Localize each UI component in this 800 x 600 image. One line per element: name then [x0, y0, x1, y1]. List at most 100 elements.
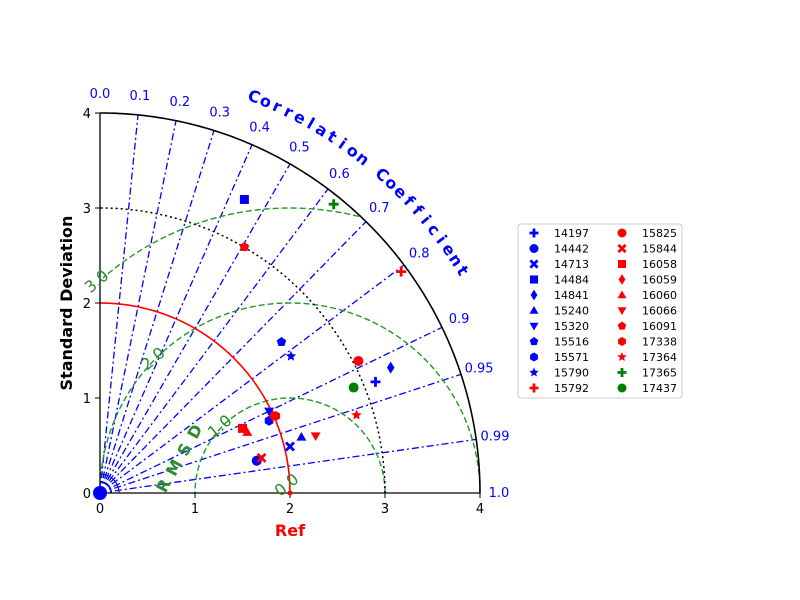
correlation-tick-label: 0.2 — [169, 95, 190, 110]
x-axis-label: Ref — [275, 521, 306, 540]
legend-entry: 15790 — [529, 367, 589, 380]
legend-marker — [529, 367, 539, 377]
legend-label: 17365 — [642, 367, 677, 380]
y-tick-label: 0 — [83, 487, 91, 502]
legend-label: 14713 — [554, 258, 589, 271]
legend-marker — [617, 368, 627, 377]
legend-entry: 16059 — [618, 274, 677, 287]
legend-marker — [617, 290, 627, 299]
legend-label: 17338 — [642, 336, 677, 349]
legend-marker — [618, 274, 626, 285]
data-point-16066 — [310, 432, 321, 441]
rms-contour — [100, 302, 480, 493]
legend-marker — [530, 289, 538, 301]
data-point-15792 — [396, 266, 407, 277]
legend-label: 15240 — [554, 305, 589, 318]
legend-label: 16059 — [642, 274, 677, 287]
y-axis-label: Standard Deviation — [57, 216, 76, 391]
legend-marker — [617, 307, 627, 315]
legend-label: 17437 — [642, 382, 677, 395]
legend-entry: 15320 — [529, 320, 589, 333]
legend-marker — [617, 259, 627, 269]
correlation-tick-label: 0.6 — [329, 167, 350, 182]
rms-contour-label: 2.0 — [137, 343, 169, 374]
legend-marker — [618, 337, 626, 346]
legend-label: 16060 — [642, 289, 677, 302]
legend-entry: 15516 — [529, 336, 589, 349]
legend-marker — [617, 228, 627, 238]
legend-label: 15844 — [642, 243, 677, 256]
y-tick-label: 2 — [83, 297, 91, 312]
data-point-16091 — [239, 241, 250, 251]
legend-label: 15516 — [554, 336, 589, 349]
legend-marker — [617, 383, 627, 393]
legend-entry: 17338 — [618, 336, 677, 349]
data-point-14841 — [386, 361, 395, 374]
legend: 14197 14442 14713 14484 14841 15240 15320 15516… — [517, 223, 683, 399]
correlation-tick-label: 0.4 — [249, 120, 270, 135]
rms-contour-label: 1.0 — [204, 411, 236, 442]
correlation-tick-label: 0.8 — [409, 247, 430, 262]
correlation-tick-label: 0.99 — [481, 430, 510, 445]
data-point-17437 — [348, 382, 359, 393]
correlation-tick-label: 0.1 — [130, 89, 151, 104]
legend-entry: 14484 — [529, 274, 589, 287]
rms-zero-label: 0.0 — [271, 469, 303, 500]
legend-marker — [529, 259, 539, 269]
data-point-15825 — [353, 355, 364, 366]
legend-marker — [529, 337, 539, 346]
x-tick-label: 3 — [381, 502, 389, 517]
legend-entry: 14713 — [529, 258, 589, 271]
data-point-15844 — [256, 452, 267, 463]
legend-label: 15790 — [554, 367, 589, 380]
y-tick-label: 3 — [83, 202, 91, 217]
reference-point — [287, 490, 293, 496]
correlation-tick-label: 1.0 — [489, 486, 510, 501]
correlation-tick-label: 0.7 — [369, 201, 390, 216]
legend-marker — [529, 322, 539, 331]
correlation-tick-label: 0.95 — [465, 361, 494, 376]
legend-entry: 16066 — [617, 305, 677, 318]
legend-entry: 17365 — [617, 367, 677, 380]
data-point-17365 — [328, 199, 339, 210]
data-point-14484 — [239, 194, 249, 204]
legend-frame — [517, 223, 683, 399]
legend-entry: 15240 — [529, 305, 589, 318]
legend-marker — [617, 352, 627, 361]
legend-marker — [529, 383, 539, 393]
legend-entry: 15825 — [617, 227, 677, 240]
data-point-14713 — [285, 441, 295, 452]
correlation-tick-label: 0.5 — [289, 140, 310, 155]
y-tick-label: 1 — [83, 392, 91, 407]
rms-contour — [102, 207, 360, 279]
data-point-15320 — [264, 407, 275, 417]
legend-entry: 16058 — [617, 258, 677, 271]
legend-entry: 14442 — [529, 243, 589, 256]
legend-label: 16058 — [642, 258, 677, 271]
legend-marker — [530, 352, 538, 362]
correlation-tick-label: 0.3 — [209, 105, 230, 120]
legend-label: 15320 — [554, 320, 589, 333]
legend-entry: 15571 — [530, 351, 589, 364]
legend-marker — [617, 243, 627, 254]
legend-entry: 15792 — [529, 382, 589, 395]
legend-label: 14197 — [554, 227, 589, 240]
legend-entry: 14841 — [530, 289, 589, 302]
legend-marker — [529, 228, 539, 238]
correlation-tick-label: 0.0 — [90, 87, 111, 102]
grid-layer — [99, 114, 480, 494]
x-tick-label: 1 — [191, 502, 199, 517]
legend-label: 16091 — [642, 320, 677, 333]
origin-marker — [93, 486, 107, 500]
data-point-16058 — [238, 423, 247, 433]
data-point-15790 — [285, 350, 297, 361]
marker-layer — [93, 194, 407, 500]
rms-contour — [194, 397, 386, 493]
reference-std-contour — [99, 302, 291, 494]
data-point-17364 — [351, 409, 362, 420]
legend-marker — [617, 321, 627, 330]
legend-label: 14484 — [554, 274, 589, 287]
legend-marker — [529, 306, 539, 314]
rms-contour-clip-outer — [100, 207, 480, 493]
